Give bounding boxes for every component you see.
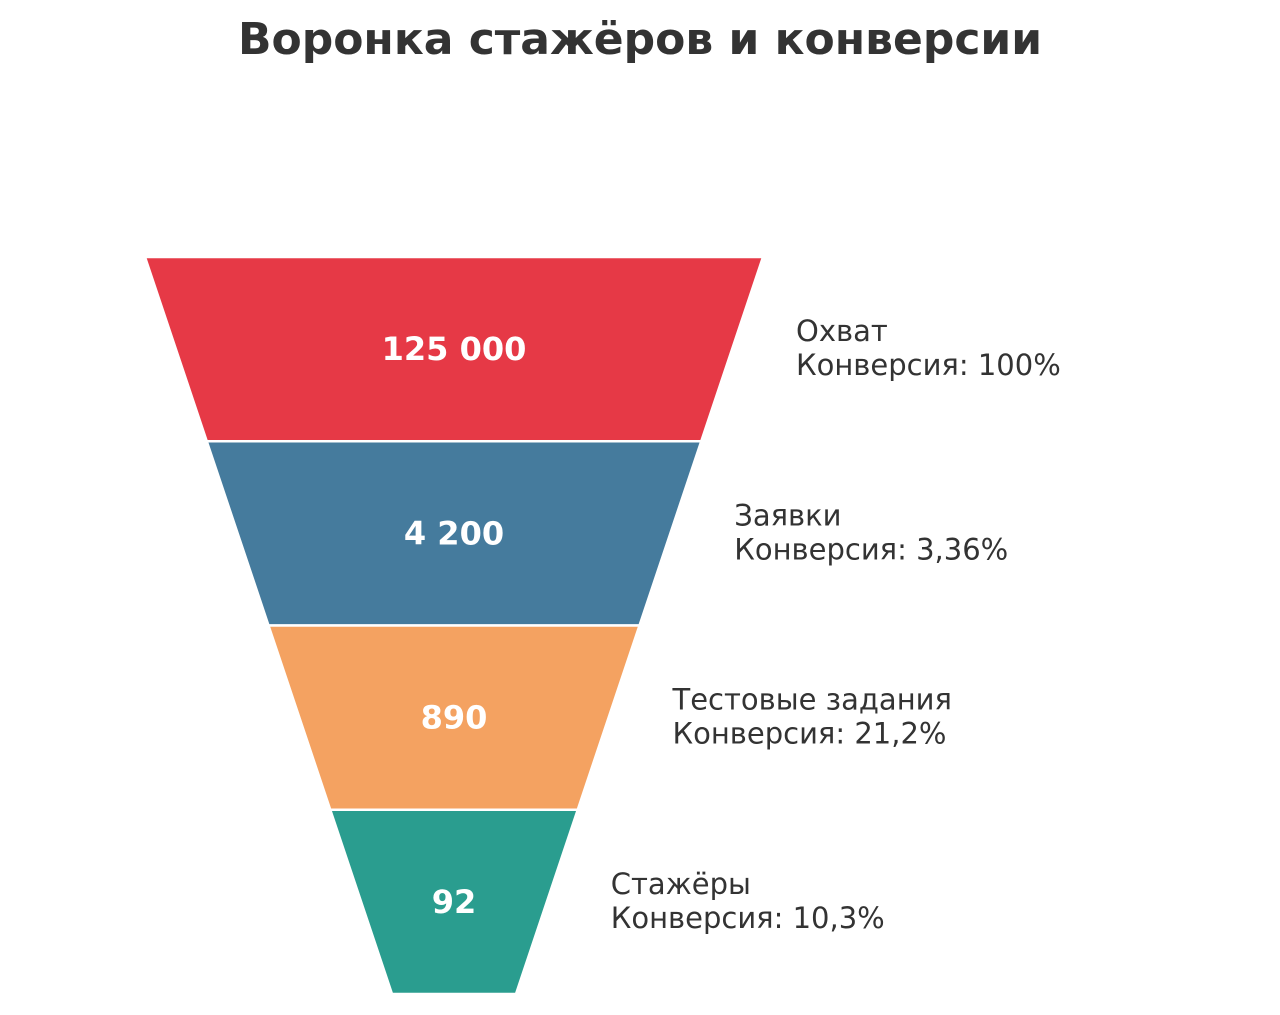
funnel-values: 125 000 4 200 890 92 — [382, 330, 527, 921]
stage-value-label: 890 — [421, 699, 488, 737]
funnel-segment — [328, 808, 580, 996]
stage-conversion-label: Конверсия: 100% — [796, 348, 1061, 382]
stage-value-label: 125 000 — [382, 330, 527, 368]
stage-name-label: Тестовые задания — [672, 683, 952, 717]
stage-conversion-label: Конверсия: 3,36% — [734, 532, 1008, 566]
stage-name-label: Заявки — [734, 498, 841, 532]
stage-name-label: Стажёры — [611, 867, 751, 901]
funnel-segments — [143, 255, 765, 996]
stage-conversion-label: Конверсия: 21,2% — [673, 717, 947, 751]
stage-value-label: 92 — [432, 883, 477, 921]
chart-title: Воронка стажёров и конверсии — [237, 14, 1043, 65]
stage-conversion-label: Конверсия: 10,3% — [611, 901, 885, 935]
stage-value-label: 4 200 — [404, 514, 504, 552]
stage-name-label: Охват — [796, 314, 888, 348]
